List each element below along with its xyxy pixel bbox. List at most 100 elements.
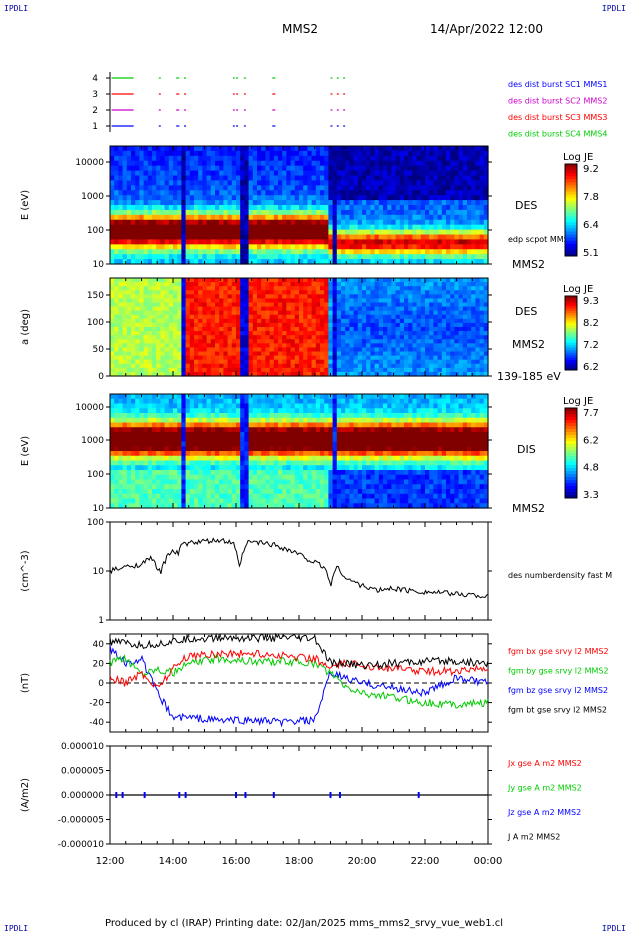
heatmap-cell — [425, 209, 430, 216]
heatmap-cell — [156, 278, 161, 283]
heatmap-cell — [185, 318, 191, 324]
heatmap-cell — [164, 359, 170, 365]
heatmap-cell — [303, 302, 308, 308]
heatmap-cell — [366, 310, 371, 316]
heatmap-cell — [122, 254, 128, 260]
heatmap-cell — [122, 209, 128, 216]
heatmap-cell — [168, 195, 174, 201]
heatmap-cell — [282, 335, 287, 340]
heatmap-cell — [357, 278, 363, 283]
heatmap-cell — [341, 150, 346, 157]
heatmap-cell — [152, 175, 157, 182]
heatmap-cell — [185, 278, 191, 283]
heatmap-cell — [471, 306, 476, 312]
heatmap-cell — [362, 331, 367, 336]
heatmap-cell — [307, 327, 313, 332]
heatmap-cell — [374, 190, 380, 196]
heatmap-cell — [189, 343, 195, 349]
heatmap-cell — [156, 254, 161, 260]
heatmap-cell — [387, 209, 392, 216]
heatmap-cell — [446, 249, 451, 255]
heatmap-cell — [110, 306, 115, 312]
heatmap-cell — [479, 219, 485, 226]
heatmap-cell — [467, 150, 472, 157]
heatmap-cell — [273, 209, 279, 216]
heatmap-cell — [269, 343, 275, 349]
heatmap-cell — [391, 355, 397, 361]
heatmap-cell — [450, 165, 455, 172]
heatmap-cell — [156, 335, 161, 340]
heatmap-cell — [273, 306, 279, 312]
heatmap-cell — [353, 302, 359, 308]
heatmap-cell — [395, 339, 401, 344]
heatmap-cell — [353, 175, 359, 182]
heatmap-cell — [223, 314, 229, 320]
heatmap-cell — [420, 214, 426, 221]
heatmap-cell — [189, 327, 195, 332]
heatmap-cell — [185, 286, 191, 291]
heatmap-cell — [437, 234, 443, 241]
heatmap-cell — [147, 460, 153, 466]
heatmap-cell — [437, 219, 443, 226]
heatmap-cell — [135, 175, 140, 182]
heatmap-cell — [483, 351, 489, 357]
heatmap-cell — [110, 150, 115, 157]
heatmap-cell — [278, 290, 283, 295]
heatmap-cell — [353, 347, 359, 353]
heatmap-cell — [202, 254, 208, 260]
heatmap-cell — [147, 451, 153, 457]
heatmap-cell — [168, 160, 174, 167]
heatmap-cell — [231, 314, 237, 320]
heatmap-cell — [412, 363, 418, 369]
heatmap-cell — [320, 278, 325, 283]
heatmap-cell — [404, 205, 409, 211]
heatmap-cell — [173, 175, 178, 182]
heatmap-cell — [131, 190, 136, 196]
heatmap-cell — [114, 451, 119, 457]
heatmap-cell — [118, 249, 124, 255]
heatmap-cell — [252, 175, 258, 182]
heatmap-cell — [152, 234, 157, 241]
heatmap-cell — [177, 180, 182, 186]
heatmap-cell — [307, 180, 313, 186]
heatmap-cell — [173, 422, 178, 428]
heatmap-cell — [156, 160, 161, 167]
heatmap-cell — [290, 331, 296, 336]
heatmap-cell — [391, 224, 397, 231]
heatmap-cell — [307, 335, 313, 340]
heatmap-cell — [429, 224, 434, 231]
heatmap-cell — [378, 339, 384, 344]
heatmap-cell — [261, 339, 266, 344]
heatmap-cell — [244, 351, 250, 357]
heatmap-cell — [370, 219, 376, 226]
heatmap-cell — [433, 219, 439, 226]
heatmap-cell — [143, 413, 149, 419]
heatmap-cell — [479, 298, 485, 304]
heatmap-cell — [282, 200, 287, 206]
heatmap-cell — [383, 209, 388, 216]
heatmap-cell — [299, 180, 304, 186]
heatmap-cell — [441, 302, 447, 308]
heatmap-cell — [345, 259, 350, 265]
heatmap-cell — [336, 318, 342, 324]
heatmap-cell — [399, 160, 405, 167]
heatmap-cell — [143, 254, 149, 260]
heatmap-cell — [135, 465, 140, 471]
heatmap-cell — [345, 146, 350, 152]
heatmap-cell — [324, 278, 329, 283]
heatmap-cell — [391, 160, 397, 167]
heatmap-cell — [261, 343, 266, 349]
heatmap-cell — [194, 190, 199, 196]
heatmap-cell — [215, 170, 220, 177]
heatmap-cell — [433, 244, 439, 250]
heatmap-cell — [336, 282, 342, 287]
heatmap-cell — [341, 286, 346, 291]
heatmap-cell — [416, 367, 422, 373]
heatmap-cell — [357, 160, 363, 167]
heatmap-cell — [290, 302, 296, 308]
heatmap-cell — [173, 327, 178, 332]
heatmap-cell — [454, 310, 460, 316]
heatmap-cell — [420, 347, 426, 353]
heatmap-cell — [286, 290, 292, 295]
